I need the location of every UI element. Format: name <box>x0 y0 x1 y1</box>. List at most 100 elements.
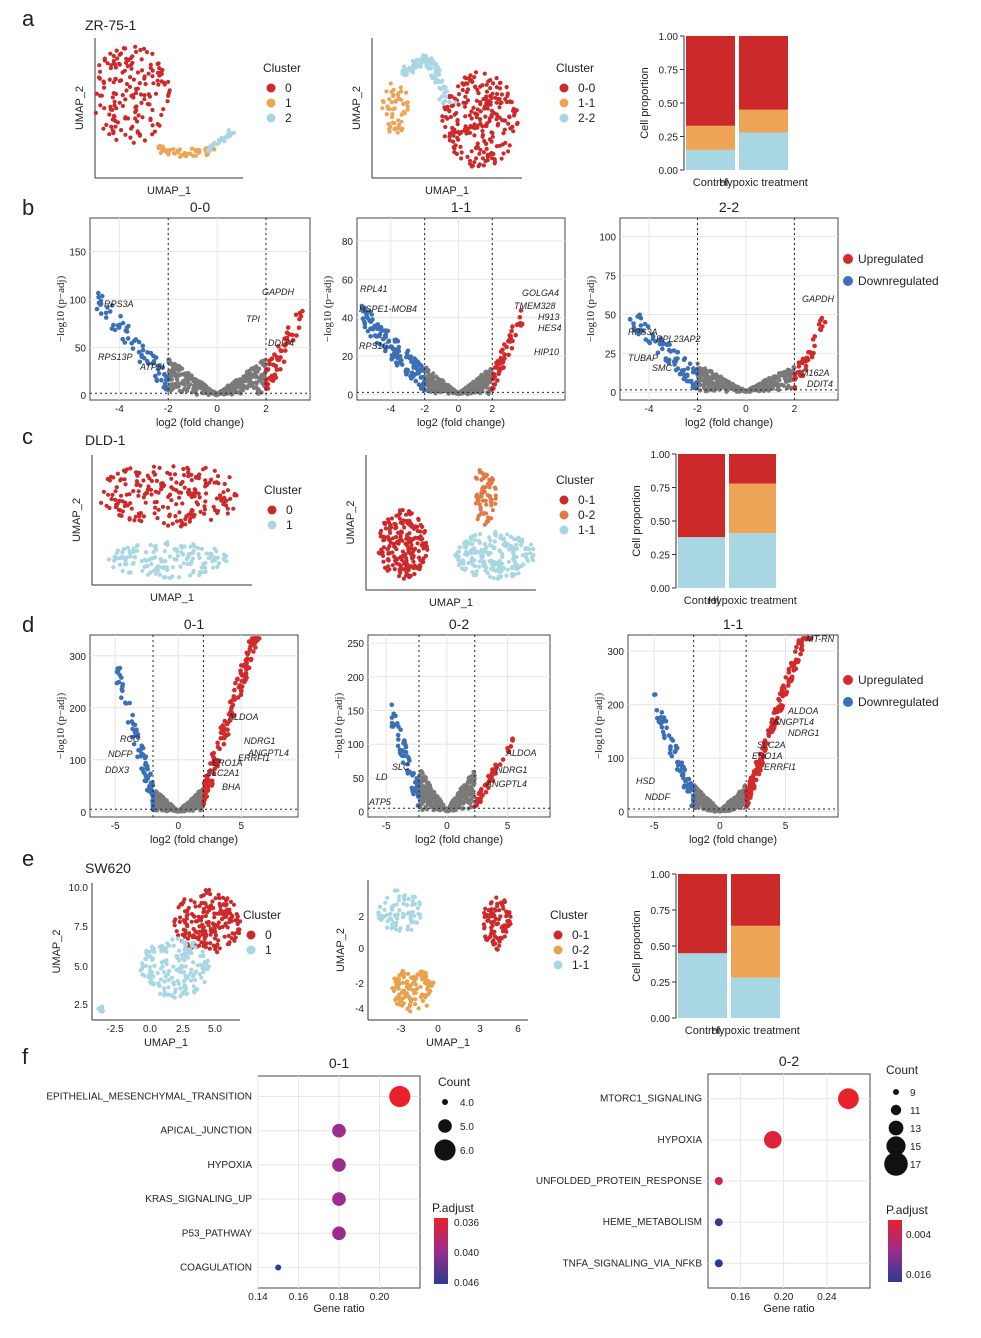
downregulated-point <box>129 719 135 724</box>
umap-point-cluster-0 <box>153 505 158 510</box>
umap-point-cluster-0 <box>123 132 128 137</box>
upregulated-point <box>222 734 227 740</box>
not-significant-point <box>177 807 182 812</box>
downregulated-point <box>143 760 148 766</box>
umap-point-cluster-0-0 <box>510 124 515 129</box>
volcano-y-label: −log10 (p−adj) <box>585 275 597 342</box>
umap-point-cluster-1 <box>166 150 171 155</box>
umap-point-cluster-0-0 <box>474 156 479 161</box>
umap-point-cluster-0 <box>133 49 139 55</box>
bar-y-tick-label: 0.00 <box>659 166 679 177</box>
a2-legend-dot-0-0 <box>559 83 569 93</box>
umap-point-cluster-1-1 <box>398 85 403 90</box>
umap-point-cluster-1 <box>149 562 154 567</box>
downregulated-point <box>103 310 109 316</box>
umap-point-cluster-1 <box>172 557 177 562</box>
downregulated-point <box>643 337 649 342</box>
y-tick-label: 100 <box>347 740 364 751</box>
umap-point-cluster-0 <box>134 108 139 113</box>
umap-point-cluster-0-0 <box>494 144 499 149</box>
umap-point-cluster-0 <box>152 500 157 505</box>
upregulated-point <box>243 657 249 663</box>
x-tick-label: 2 <box>490 404 496 415</box>
umap-point-cluster-0-1 <box>396 530 401 535</box>
not-significant-point <box>168 387 173 392</box>
gene-label-RPS13P: RPS13P <box>98 352 133 362</box>
downregulated-point <box>414 776 420 781</box>
umap-point-cluster-0-0 <box>471 105 476 110</box>
umap-point-cluster-1-1 <box>497 569 502 575</box>
y-tick-label: 20 <box>342 352 354 363</box>
umap-point-cluster-0 <box>128 135 133 140</box>
umap-point-cluster-0-0 <box>489 108 494 113</box>
umap-point-cluster-1 <box>193 149 198 154</box>
umap-point-cluster-0 <box>117 100 122 105</box>
umap-point-cluster-2-2 <box>403 72 409 78</box>
umap-point-cluster-1-1 <box>525 558 530 564</box>
umap-point-cluster-1-1 <box>387 97 392 102</box>
y-tick-label: 75 <box>605 272 617 283</box>
umap-x-label: UMAP_1 <box>150 592 194 604</box>
umap-point-cluster-2-2 <box>443 89 448 94</box>
downregulated-point <box>389 720 395 726</box>
umap-point-cluster-0 <box>105 476 110 482</box>
downregulated-point <box>126 323 131 329</box>
x-tick-label: 2 <box>792 404 798 415</box>
not-significant-point <box>431 382 436 387</box>
x-tick-label: 5 <box>238 821 244 832</box>
umap-point-cluster-0 <box>227 475 232 480</box>
umap-point-cluster-0-1 <box>405 562 410 567</box>
downregulated-point <box>690 384 696 390</box>
umap-point-cluster-0 <box>146 484 151 489</box>
not-significant-point <box>252 385 257 391</box>
umap-point-cluster-0-0 <box>467 113 472 118</box>
umap-point-cluster-1-1 <box>469 551 474 556</box>
umap-point-cluster-1 <box>204 551 209 556</box>
umap-point-cluster-1 <box>176 150 181 155</box>
y-tick-label: 200 <box>607 701 624 712</box>
umap-point-cluster-0 <box>108 51 113 56</box>
umap-point-cluster-1-1 <box>470 542 475 547</box>
umap-point-cluster-1-1 <box>473 564 478 569</box>
umap-point-cluster-0 <box>113 65 118 70</box>
umap-point-cluster-0 <box>189 508 194 513</box>
umap-point-cluster-0 <box>157 123 162 128</box>
downregulated-point <box>395 743 401 749</box>
umap-point-cluster-0 <box>151 81 156 86</box>
upregulated-point <box>247 647 253 652</box>
umap-point-cluster-2-2 <box>437 68 442 73</box>
umap-point-cluster-2-2 <box>429 60 434 65</box>
upregulated-point <box>812 343 817 349</box>
umap-point-cluster-0 <box>114 137 119 142</box>
downregulated-point <box>117 665 123 671</box>
umap-point-cluster-1 <box>139 559 144 564</box>
umap-point-cluster-0 <box>150 107 155 113</box>
umap-point-cluster-0 <box>93 110 98 115</box>
umap-point-cluster-0 <box>97 63 102 68</box>
umap-point-cluster-1-1 <box>399 97 404 102</box>
umap-point-cluster-1 <box>182 150 187 156</box>
downregulated-point <box>118 313 123 319</box>
umap-point-cluster-1-1 <box>392 106 397 111</box>
c1-legend-label-1: 1 <box>286 518 293 532</box>
umap-point-cluster-0 <box>181 466 186 472</box>
x-tick-label: -5 <box>650 821 659 832</box>
y-tick-label: 0 <box>618 808 624 819</box>
downregulated-point <box>410 772 415 778</box>
downregulated-point <box>116 325 122 330</box>
umap-point-cluster-0-0 <box>467 158 473 163</box>
umap-point-cluster-0 <box>167 514 172 519</box>
umap-point-cluster-0-2 <box>481 510 486 516</box>
upregulated-point <box>800 360 805 366</box>
not-significant-point <box>168 371 173 376</box>
umap-point-cluster-1-1 <box>456 563 461 568</box>
umap-point-cluster-0 <box>104 122 109 127</box>
downregulated-point <box>681 357 687 363</box>
umap-point-cluster-0 <box>170 521 175 526</box>
umap-point-cluster-0-0 <box>453 143 458 148</box>
umap-point-cluster-0 <box>180 501 185 506</box>
umap-point-cluster-0-0 <box>452 112 457 117</box>
umap-point-cluster-0-1 <box>386 520 391 525</box>
umap-point-cluster-0-1 <box>416 555 422 560</box>
